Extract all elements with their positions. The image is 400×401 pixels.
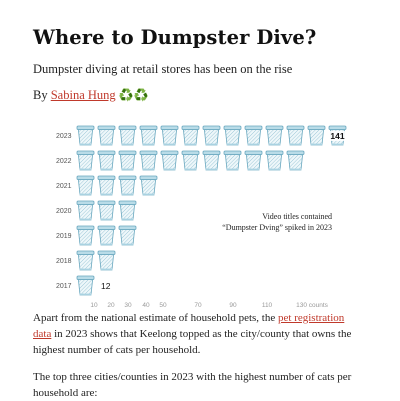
- wastebasket-icon: [76, 150, 95, 171]
- row-2021: 2021: [56, 175, 158, 196]
- x-tick-label: 130 counts: [296, 302, 329, 309]
- x-tick-label: 110: [262, 302, 273, 309]
- wastebasket-icon: [97, 125, 116, 146]
- annotation-line: Video titles contained: [262, 212, 332, 221]
- wastebasket-icon: [181, 125, 200, 146]
- wastebasket-icon: [244, 150, 263, 171]
- wastebasket-icon: [97, 250, 116, 271]
- wastebasket-icon: [265, 125, 284, 146]
- row-label: 2021: [56, 183, 72, 190]
- wastebasket-icon: [118, 225, 137, 246]
- dumpster-pictogram-chart: 2023 141 2022 2021 2020 2019 2018 2017 12 Video …: [56, 125, 347, 309]
- x-tick-label: 50: [159, 302, 167, 309]
- wastebasket-icon: [97, 150, 116, 171]
- row-label: 2019: [56, 233, 72, 240]
- wastebasket-icon: [139, 125, 158, 146]
- row-2022: 2022: [56, 150, 305, 171]
- paragraph-text: in 2023 shows that Keelong topped as the…: [33, 328, 352, 356]
- row-2019: 2019: [56, 225, 137, 246]
- wastebasket-icon: [97, 225, 116, 246]
- wastebasket-icon: [97, 200, 116, 221]
- byline: By Sabina Hung ♻️♻️: [33, 88, 149, 103]
- wastebasket-icon: [202, 150, 221, 171]
- value-label: 141: [330, 131, 344, 141]
- row-label: 2023: [56, 133, 72, 140]
- chart-rows: 2023 141 2022 2021 2020 2019 2018 2017 12: [56, 125, 347, 296]
- byline-prefix: By: [33, 88, 48, 102]
- wastebasket-icon: [223, 150, 242, 171]
- wastebasket-icon: [139, 150, 158, 171]
- x-tick-label: 90: [229, 302, 237, 309]
- row-2017: 2017 12: [56, 275, 111, 296]
- wastebasket-icon: [223, 125, 242, 146]
- wastebasket-icon: [118, 200, 137, 221]
- wastebasket-icon: [118, 125, 137, 146]
- wastebasket-icon: [76, 225, 95, 246]
- x-tick-label: 30: [124, 302, 132, 309]
- wastebasket-icon: [244, 125, 263, 146]
- row-2018: 2018: [56, 250, 116, 271]
- paragraph-text: Apart from the national estimate of hous…: [33, 312, 278, 324]
- x-tick-label: 70: [194, 302, 202, 309]
- wastebasket-icon: [160, 150, 179, 171]
- wastebasket-icon: [76, 125, 95, 146]
- annotation-line: “Dumpster Dving” spiked in 2023: [222, 223, 332, 232]
- wastebasket-icon: [202, 125, 221, 146]
- wastebasket-icon: [76, 275, 95, 296]
- author-link[interactable]: Sabina Hung: [50, 88, 116, 102]
- wastebasket-icon: [265, 150, 284, 171]
- pet-registration-link[interactable]: pet registration data: [33, 312, 345, 340]
- wastebasket-icon: [286, 125, 305, 146]
- wastebasket-icon: [76, 200, 95, 221]
- x-tick-label: 40: [142, 302, 150, 309]
- page-title: Where to Dumpster Dive?: [33, 26, 317, 49]
- wastebasket-icon: [181, 150, 200, 171]
- chart-annotation: Video titles contained “Dumpster Dving” s…: [222, 212, 332, 232]
- recycle-icon: ♻️♻️: [118, 88, 149, 102]
- wastebasket-icon: [118, 175, 137, 196]
- row-label: 2022: [56, 158, 72, 165]
- wastebasket-icon: [118, 150, 137, 171]
- value-label: 12: [101, 281, 111, 291]
- wastebasket-icon: [160, 125, 179, 146]
- x-tick-label: 20: [107, 302, 115, 309]
- page-subtitle: Dumpster diving at retail stores has bee…: [33, 62, 293, 76]
- x-tick-label: 10: [90, 302, 98, 309]
- x-axis-ticks: 10 20 30 40 50 70 90 110 130 counts: [90, 302, 328, 309]
- row-label: 2018: [56, 258, 72, 265]
- paragraph-registration: Apart from the national estimate of hous…: [33, 310, 363, 358]
- wastebasket-icon: [76, 250, 95, 271]
- row-label: 2017: [56, 283, 72, 290]
- paragraph-top-three: The top three cities/counties in 2023 wi…: [33, 371, 352, 399]
- wastebasket-icon: [139, 175, 158, 196]
- wastebasket-icon: [307, 125, 326, 146]
- wastebasket-icon: [97, 175, 116, 196]
- wastebasket-icon: [286, 150, 305, 171]
- row-2023: 2023 141: [56, 125, 347, 146]
- row-2020: 2020: [56, 200, 137, 221]
- row-label: 2020: [56, 208, 72, 215]
- wastebasket-icon: [76, 175, 95, 196]
